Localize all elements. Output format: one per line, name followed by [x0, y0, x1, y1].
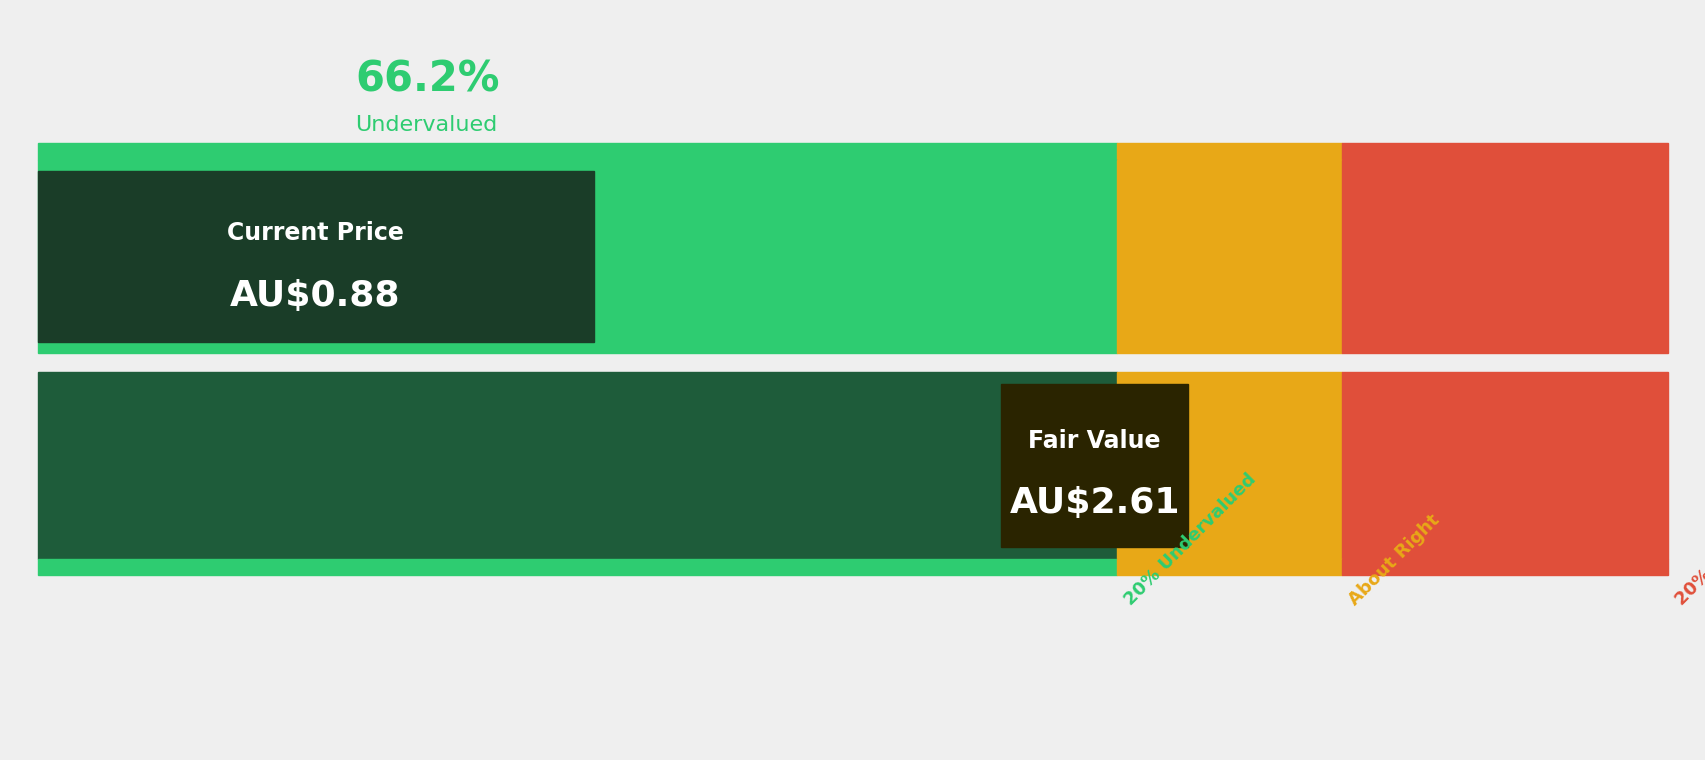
- Text: Current Price: Current Price: [227, 220, 404, 245]
- Text: 20% Undervalued: 20% Undervalued: [1120, 470, 1258, 610]
- Text: Undervalued: Undervalued: [355, 116, 498, 135]
- Bar: [38, 372, 1117, 559]
- Bar: [1117, 372, 1342, 559]
- Bar: [38, 171, 593, 342]
- Text: 20% Overvalued: 20% Overvalued: [1671, 480, 1705, 610]
- Bar: [1342, 372, 1667, 559]
- Bar: [38, 160, 1117, 353]
- Text: About Right: About Right: [1345, 511, 1442, 610]
- Text: AU$0.88: AU$0.88: [230, 279, 401, 312]
- Bar: [1342, 559, 1667, 575]
- Bar: [1117, 143, 1342, 160]
- Bar: [1342, 160, 1667, 353]
- Text: 66.2%: 66.2%: [355, 59, 500, 101]
- Bar: [1342, 143, 1667, 160]
- Bar: [1001, 384, 1188, 547]
- Bar: [1117, 559, 1342, 575]
- Bar: [38, 143, 1117, 160]
- Text: AU$2.61: AU$2.61: [1009, 486, 1180, 520]
- Text: Fair Value: Fair Value: [1028, 429, 1161, 453]
- Bar: [1117, 160, 1342, 353]
- Bar: [38, 559, 1117, 575]
